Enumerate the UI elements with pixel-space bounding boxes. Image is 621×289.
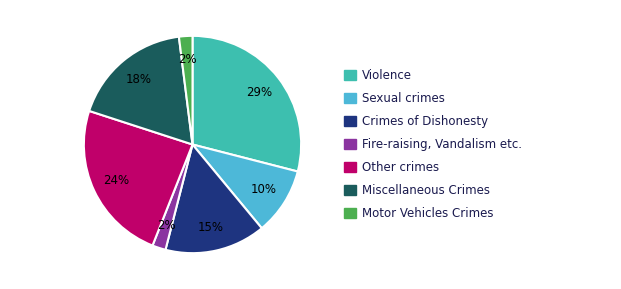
Wedge shape [153,144,193,250]
Text: 2%: 2% [157,218,176,231]
Text: 10%: 10% [251,184,277,197]
Text: 2%: 2% [178,53,196,66]
Text: 29%: 29% [247,86,273,99]
Wedge shape [193,144,297,228]
Text: 15%: 15% [198,221,224,234]
Text: 24%: 24% [102,174,129,187]
Legend: Violence, Sexual crimes, Crimes of Dishonesty, Fire-raising, Vandalism etc., Oth: Violence, Sexual crimes, Crimes of Disho… [340,64,527,225]
Wedge shape [89,37,193,144]
Wedge shape [84,111,193,246]
Wedge shape [179,36,193,144]
Wedge shape [165,144,262,253]
Text: 18%: 18% [125,73,152,86]
Wedge shape [193,36,301,172]
